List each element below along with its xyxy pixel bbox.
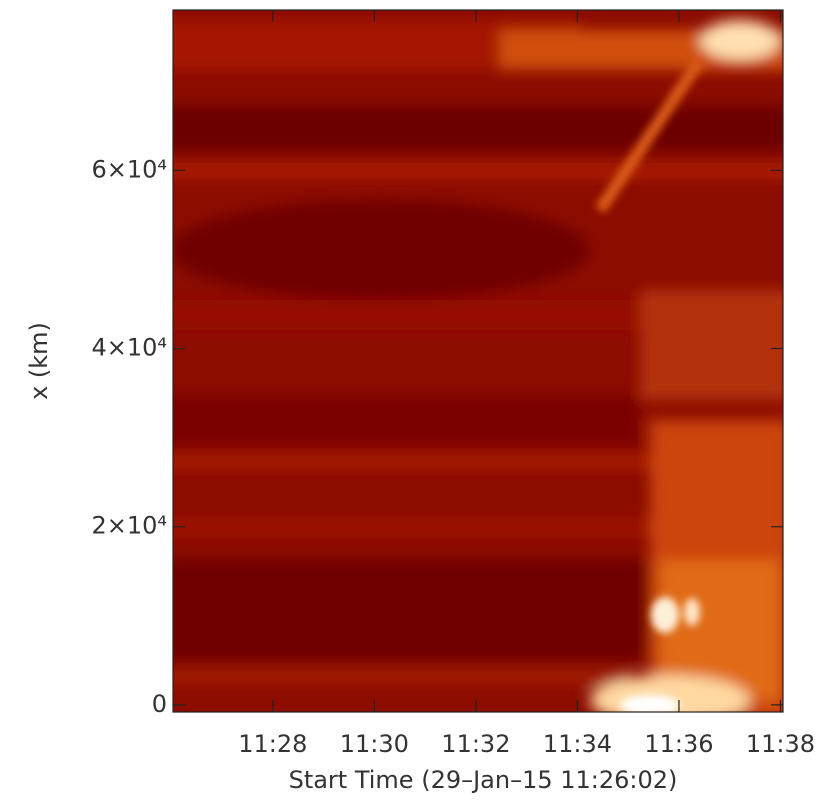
x-tick-label: 11:34 [543,730,612,758]
plot-frame [172,9,784,713]
x-tick-label: 11:32 [441,730,510,758]
x-tick-label: 11:30 [340,730,409,758]
x-tick-label: 11:28 [238,730,307,758]
y-axis-title: x (km) [25,322,53,400]
heatmap-image [173,10,783,712]
x-axis-title: Start Time (29–Jan–15 11:26:02) [289,766,678,794]
y-tick-label: 6×10⁴ [91,155,167,183]
y-tick-label: 0 [152,690,167,718]
x-tick-label: 11:36 [644,730,713,758]
y-tick-label: 2×10⁴ [91,512,167,540]
x-tick-label: 11:38 [746,730,815,758]
y-tick-label: 4×10⁴ [91,334,167,362]
